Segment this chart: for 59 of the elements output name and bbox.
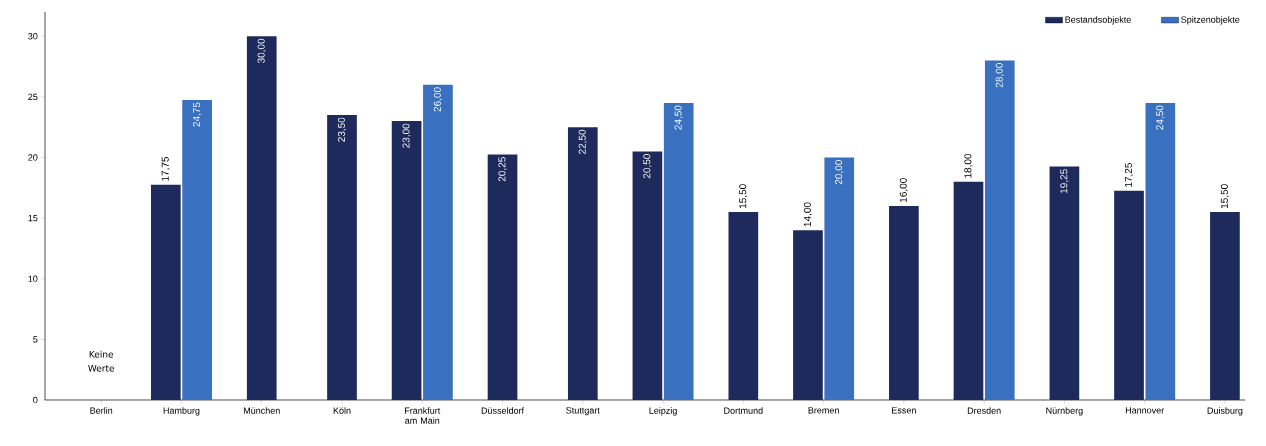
data-label: 20,50 [643,154,652,179]
data-label: 15,50 [739,184,748,209]
bar [824,157,855,400]
x-tick-label: Köln [333,407,351,414]
x-tick-label: Dresden [967,407,1001,414]
y-tick-label: 10 [28,275,38,282]
bar [246,36,277,400]
y-tick-label: 30 [28,33,38,40]
data-label: 24,50 [674,105,683,130]
x-tick-label: Düsseldorf [481,407,525,414]
bar [1145,102,1176,400]
data-label: 23,00 [402,123,411,148]
bar [1210,212,1240,400]
x-tick-label: Frankfurt am Main [405,407,441,424]
bar [423,84,453,400]
data-label: 20,25 [498,157,507,182]
x-tick-label: Hamburg [163,407,200,416]
x-tick-label: Stuttgart [566,407,600,416]
x-tick-label: Bremen [808,407,839,414]
data-label: 24,50 [1156,105,1165,130]
x-tick-label: Berlin [90,407,113,414]
x-tick-label: Leipzig [649,407,677,416]
bar [663,102,694,400]
x-tick-label: Dortmund [724,407,763,414]
x-tick-label: Hannover [1125,407,1165,414]
legend-label: Bestandsobjekte [1065,16,1131,25]
data-label: 19,25 [1060,169,1069,194]
annotation: Keine Werte [88,350,115,372]
y-tick-label: 15 [28,214,38,222]
data-label: 16,00 [899,178,908,203]
x-tick-label: Essen [892,407,916,414]
bar [487,154,518,400]
bar [889,205,919,400]
x-tick-label: Duisburg [1207,407,1243,416]
x-tick-label: Nürnberg [1046,407,1083,416]
bar [327,115,357,400]
data-label: 14,00 [803,202,813,227]
data-label: 17,25 [1124,163,1134,187]
bar [728,212,759,400]
data-label: 23,50 [337,117,347,142]
bar [567,127,598,400]
data-label: 18,00 [964,153,973,178]
bar [984,60,1015,400]
data-label: 22,50 [578,129,587,154]
y-tick-label: 5 [33,336,38,343]
data-label: 20,00 [835,160,844,185]
data-label: 30,00 [257,38,266,64]
data-label: 26,00 [433,87,443,112]
y-tick-label: 0 [33,396,38,404]
y-tick-label: 20 [28,154,38,161]
data-label: 24,75 [192,102,202,127]
bar [1049,166,1080,400]
x-tick-label: München [243,407,280,414]
data-label: 15,50 [1220,184,1230,209]
y-tick-label: 25 [28,93,38,101]
data-label: 17,75 [161,156,170,181]
bar [182,99,212,400]
legend-label: Spitzenobjekte [1181,16,1240,25]
data-label: 28,00 [995,63,1004,88]
